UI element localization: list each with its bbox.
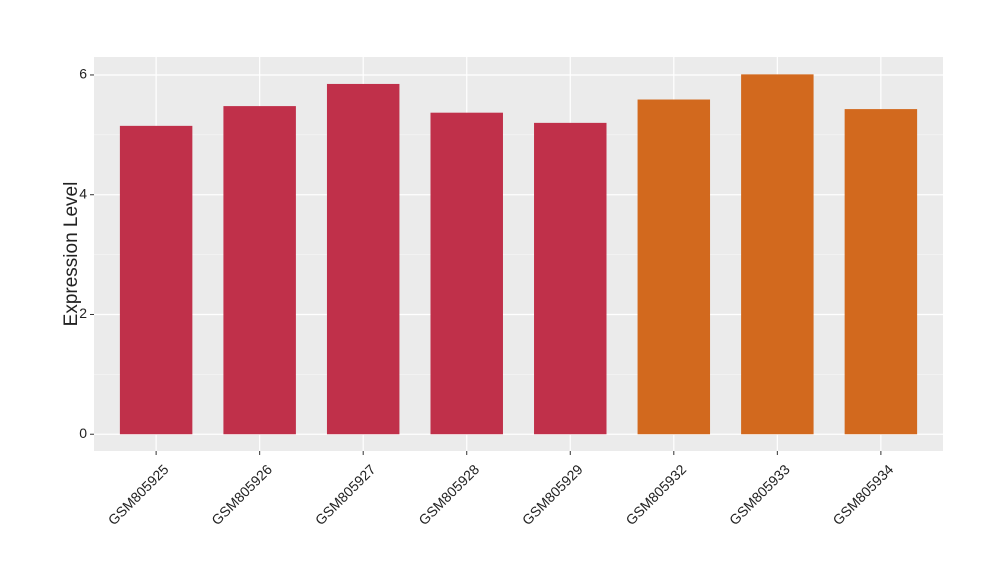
bar [223, 106, 296, 435]
bar [844, 109, 918, 435]
bar [534, 122, 607, 435]
y-tick-label: 6 [79, 66, 87, 82]
bar [119, 125, 193, 435]
bar [326, 83, 400, 435]
y-axis-label: Expression Level [61, 182, 82, 327]
x-tick-label: GSM805933 [726, 461, 793, 528]
y-tick-label: 4 [79, 185, 87, 201]
x-tick-label: GSM805934 [829, 461, 896, 528]
x-tick-label: GSM805925 [105, 461, 172, 528]
x-tick-label: GSM805929 [519, 461, 586, 528]
x-tick-label: GSM805928 [415, 461, 482, 528]
x-tick-label: GSM805926 [208, 461, 275, 528]
x-tick-label: GSM805932 [622, 461, 689, 528]
bar [741, 74, 814, 435]
y-tick-label: 0 [79, 425, 87, 441]
bar [637, 99, 711, 435]
x-tick-label: GSM805927 [312, 461, 379, 528]
bar [430, 112, 503, 435]
panel [94, 57, 943, 451]
y-tick-label: 2 [79, 305, 87, 321]
